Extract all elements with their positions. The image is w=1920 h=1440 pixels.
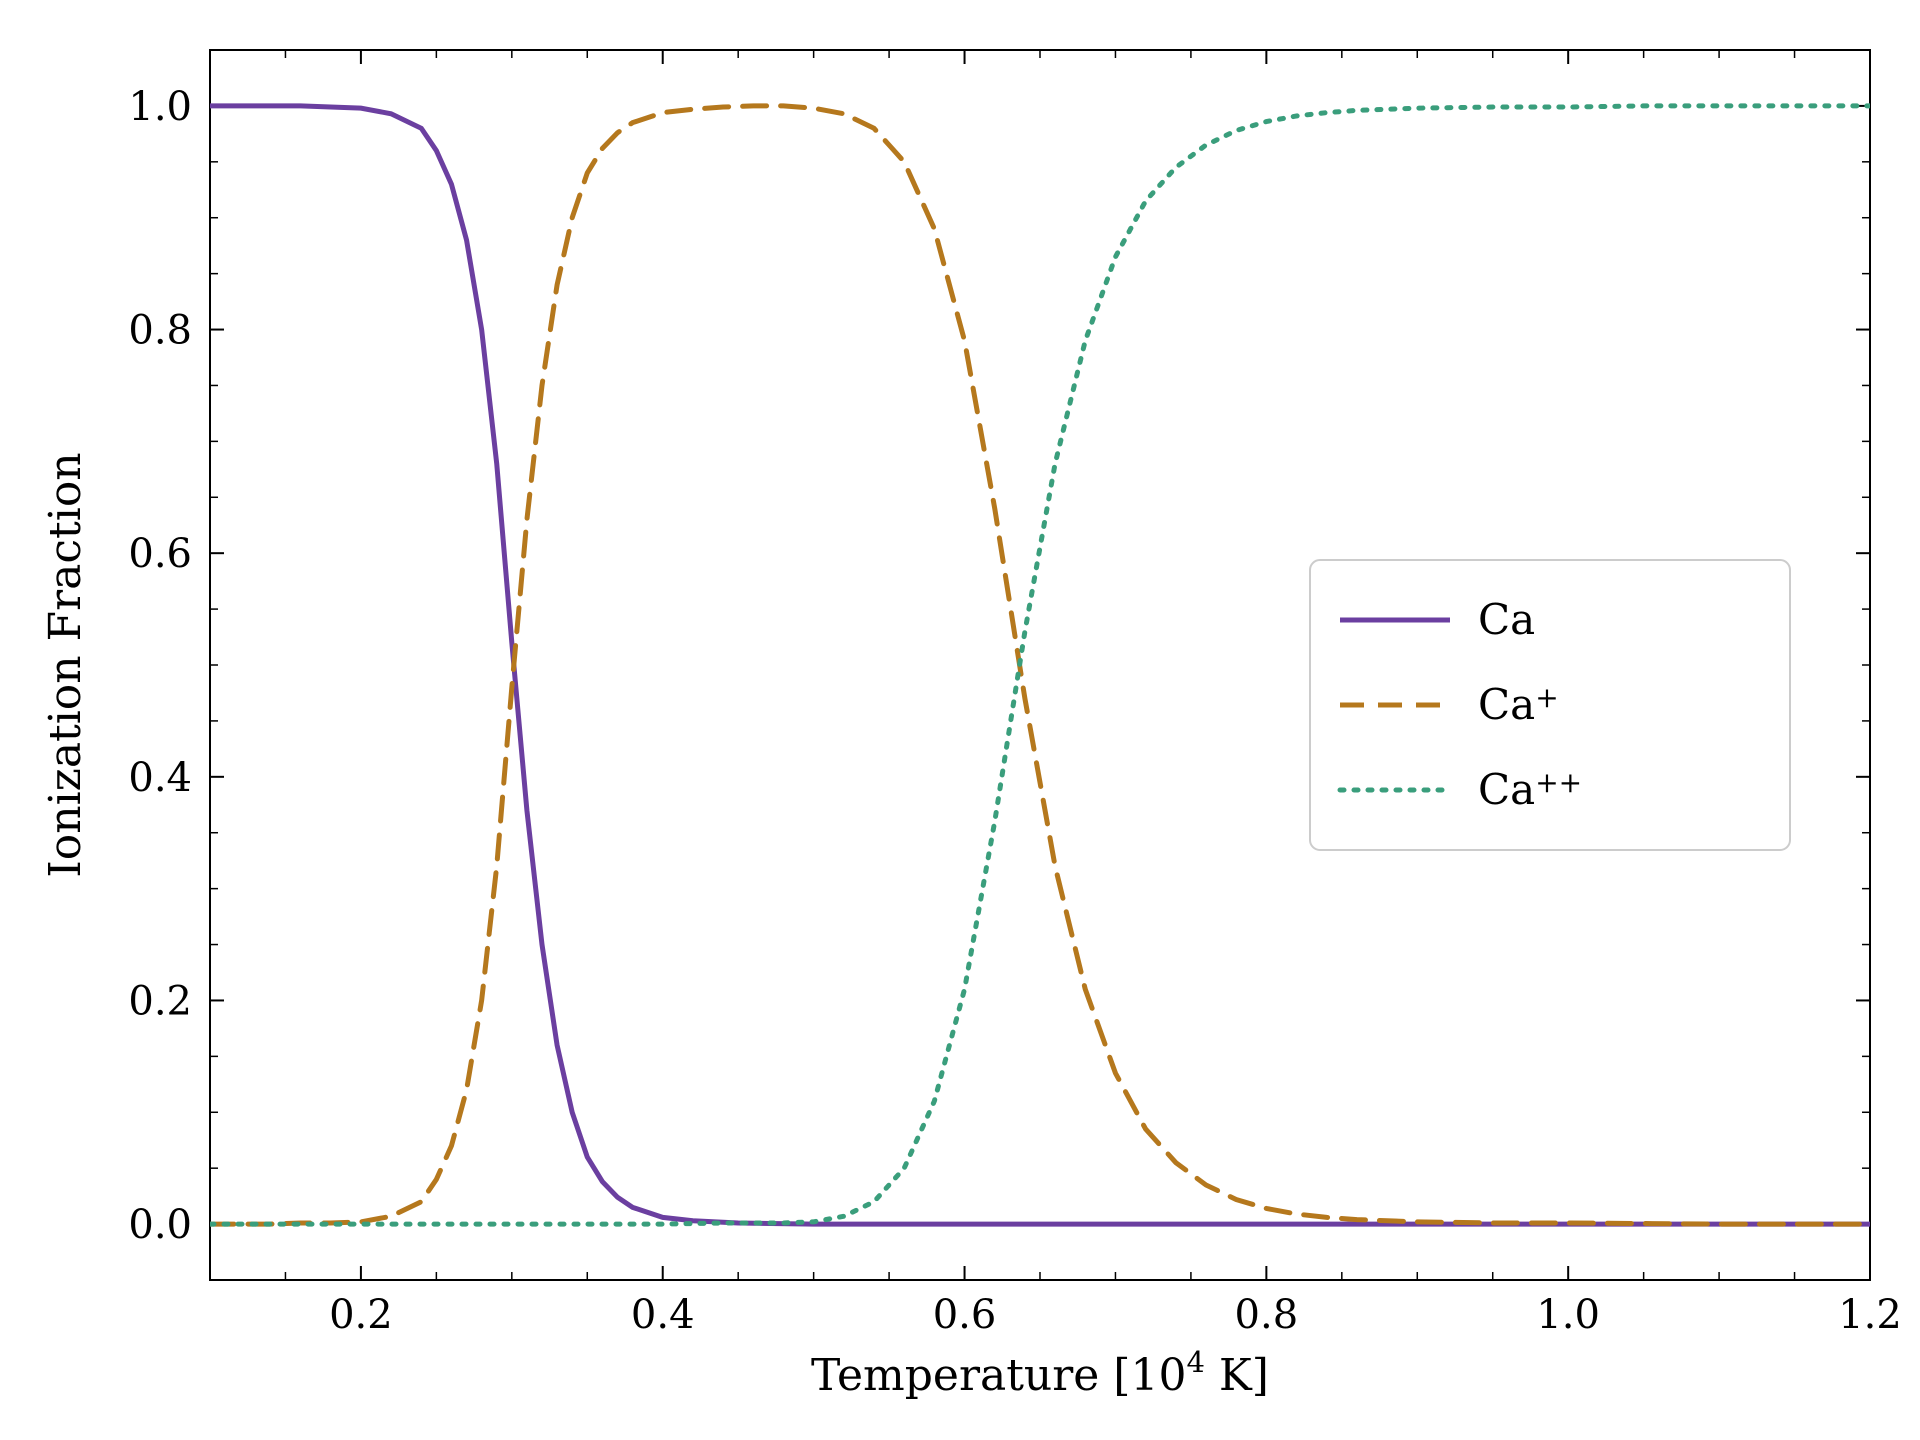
x-tick-label: 0.8	[1235, 1292, 1299, 1338]
chart-container: 0.20.40.60.81.01.20.00.20.40.60.81.0Temp…	[0, 0, 1920, 1440]
y-tick-label: 0.4	[128, 755, 192, 801]
legend: CaCa+Ca++	[1310, 560, 1790, 850]
x-tick-label: 1.0	[1536, 1292, 1600, 1338]
y-tick-label: 0.0	[128, 1202, 192, 1248]
legend-label-Ca: Ca	[1478, 595, 1535, 644]
x-tick-label: 0.2	[329, 1292, 393, 1338]
x-tick-label: 1.2	[1838, 1292, 1902, 1338]
x-tick-label: 0.6	[933, 1292, 997, 1338]
ionization-fraction-chart: 0.20.40.60.81.01.20.00.20.40.60.81.0Temp…	[0, 0, 1920, 1440]
y-tick-label: 0.8	[128, 308, 192, 354]
y-tick-label: 1.0	[128, 84, 192, 130]
y-tick-label: 0.2	[128, 978, 192, 1024]
y-axis-label: Ionization Fraction	[40, 452, 91, 877]
x-tick-label: 0.4	[631, 1292, 695, 1338]
y-tick-label: 0.6	[128, 531, 192, 577]
